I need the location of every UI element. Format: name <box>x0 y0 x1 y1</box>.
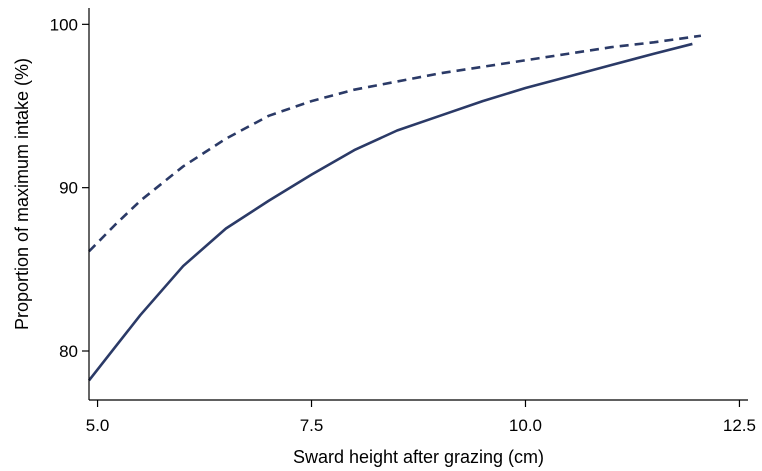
y-tick-label: 80 <box>59 342 78 361</box>
x-tick-label: 12.5 <box>723 416 756 435</box>
solid-series-line <box>87 42 693 382</box>
x-axis-title: Sward height after grazing (cm) <box>293 447 544 467</box>
y-tick-label: 90 <box>59 179 78 198</box>
series-layer <box>87 34 702 382</box>
dashed-series-line <box>88 34 702 253</box>
x-tick-label: 5.0 <box>86 416 110 435</box>
x-tick-label: 7.5 <box>300 416 324 435</box>
x-tick-label: 10.0 <box>509 416 542 435</box>
x-ticks: 5.0 7.5 10.0 12.5 <box>86 400 756 435</box>
y-tick-label: 100 <box>50 15 78 34</box>
y-ticks: 80 90 100 <box>50 15 89 361</box>
y-axis-title: Proportion of maximum intake (%) <box>12 58 32 330</box>
